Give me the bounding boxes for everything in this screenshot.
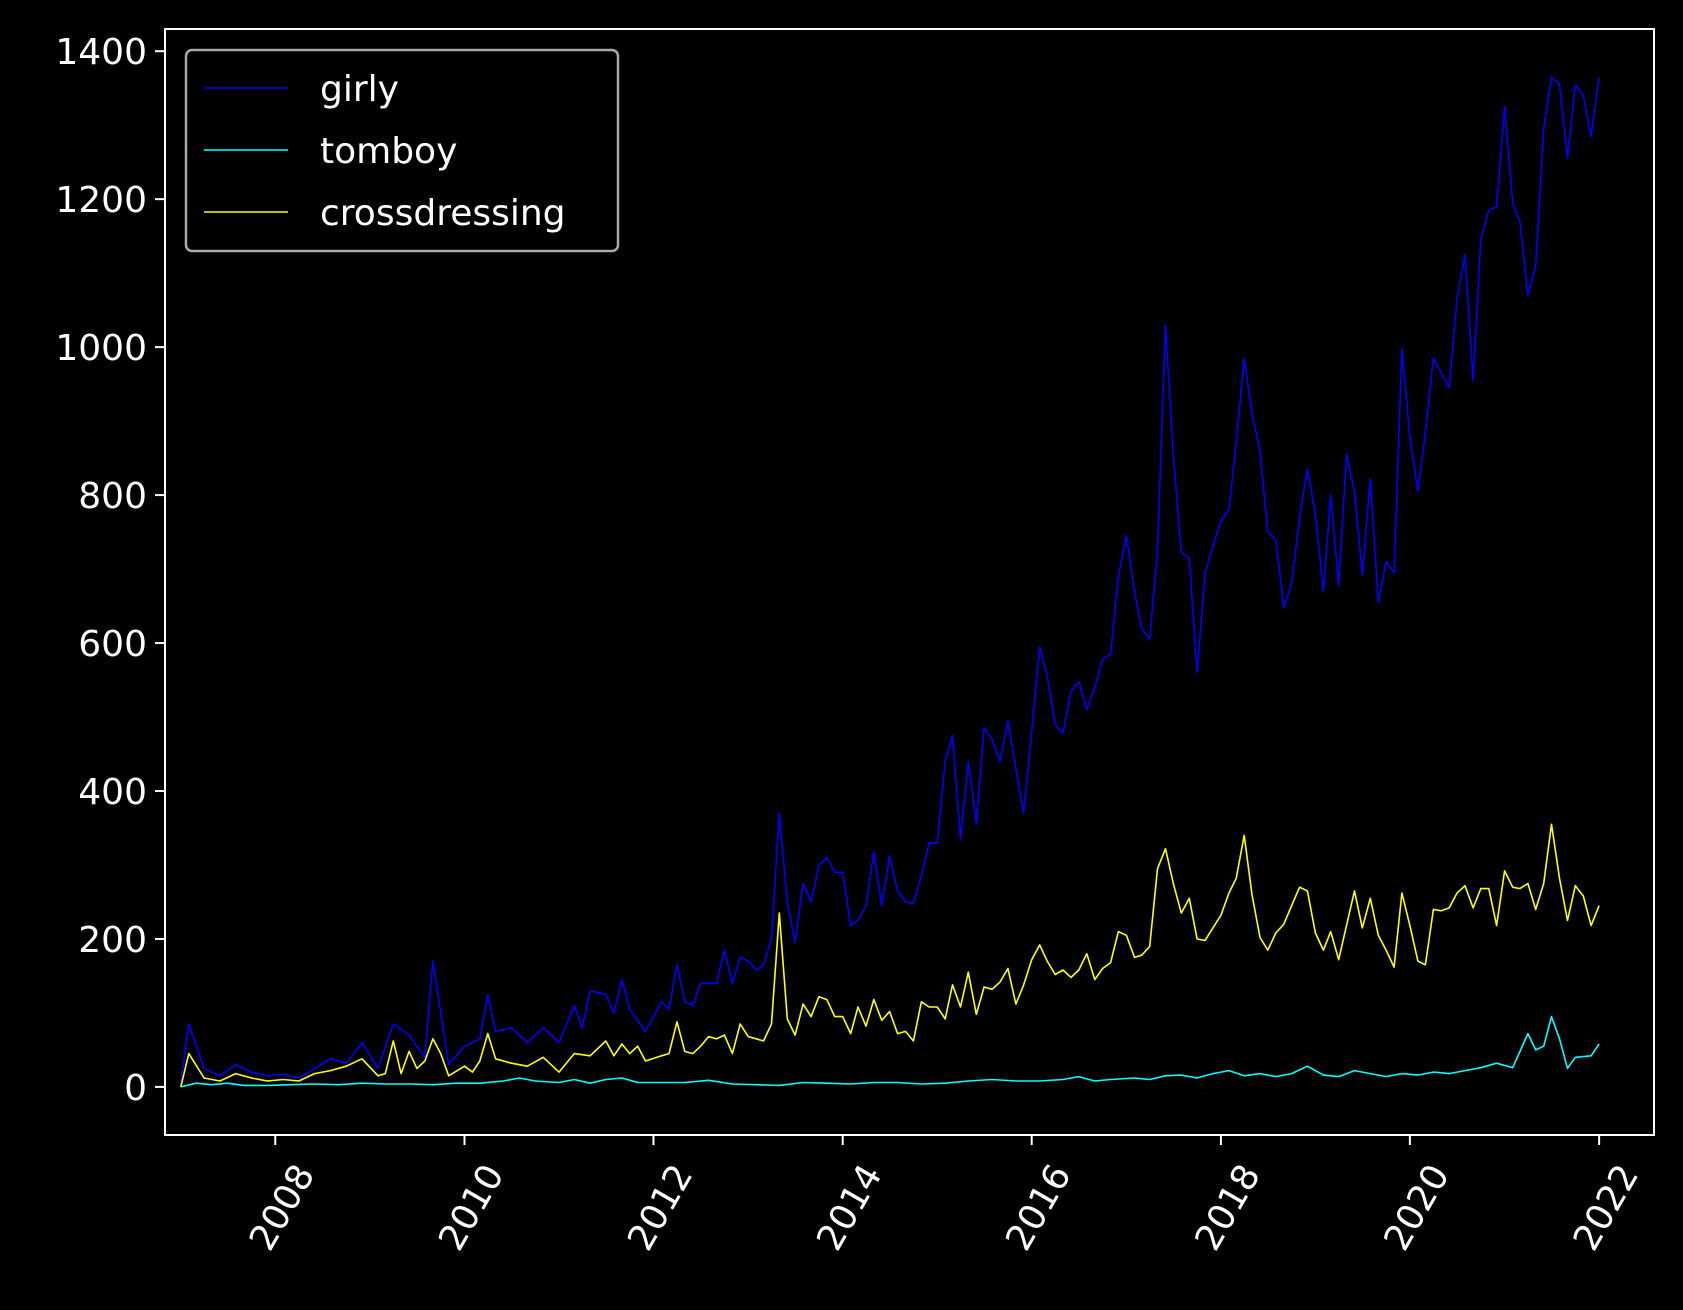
legend-label-crossdressing: crossdressing bbox=[320, 193, 566, 234]
y-tick-label: 1400 bbox=[55, 32, 147, 73]
y-tick-label: 600 bbox=[78, 624, 147, 665]
legend-label-tomboy: tomboy bbox=[320, 131, 457, 172]
axes-frame bbox=[164, 28, 1655, 1136]
y-tick-label: 1200 bbox=[55, 180, 147, 221]
y-tick-label: 0 bbox=[124, 1068, 147, 1109]
y-tick-label: 200 bbox=[78, 920, 147, 961]
legend: girly tomboy crossdressing bbox=[184, 48, 620, 253]
y-tick-label: 800 bbox=[78, 476, 147, 517]
series-lines bbox=[180, 76, 1600, 1088]
series-line-tomboy bbox=[180, 1015, 1600, 1088]
legend-box bbox=[184, 48, 620, 253]
y-tick-label: 400 bbox=[78, 772, 147, 813]
y-axis: 0 200 400 600 800 1000 1200 1400 bbox=[55, 32, 165, 1109]
legend-label-girly: girly bbox=[320, 69, 399, 110]
series-line-girly bbox=[180, 76, 1600, 1084]
series-line-crossdressing bbox=[180, 823, 1600, 1088]
y-tick-label: 1000 bbox=[55, 328, 147, 369]
